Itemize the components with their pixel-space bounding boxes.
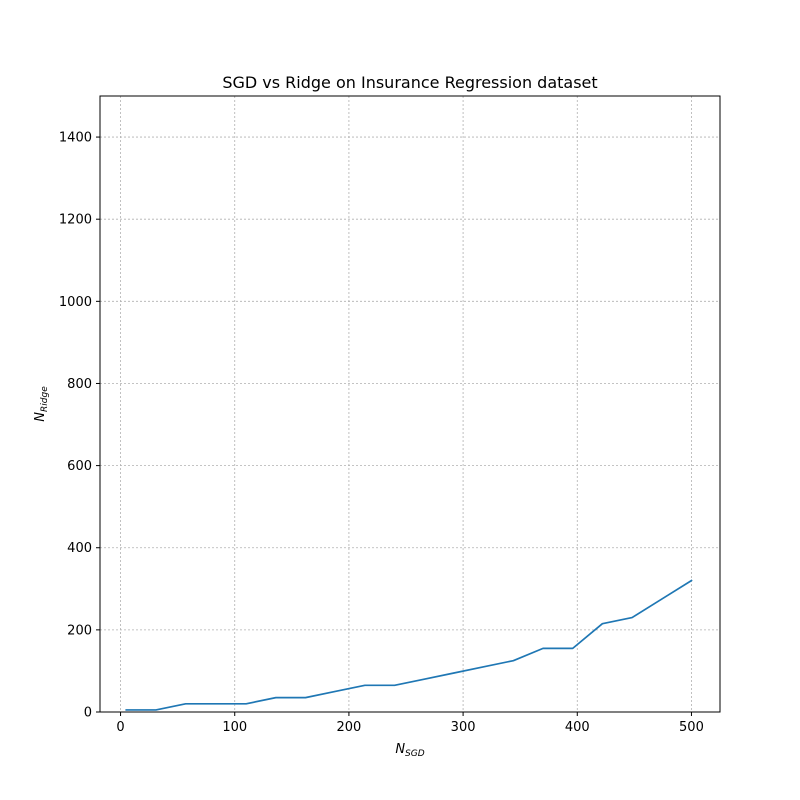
y-axis-label: NRidge xyxy=(33,386,50,422)
y-axis-label-sub: Ridge xyxy=(40,386,50,412)
x-axis-label-base: N xyxy=(395,742,405,757)
y-tick-label: 800 xyxy=(67,377,92,392)
plot-area xyxy=(100,96,720,712)
x-tick-label: 500 xyxy=(679,720,704,735)
series-line xyxy=(125,579,693,711)
y-tick-label: 200 xyxy=(67,623,92,638)
y-tick-label: 400 xyxy=(67,541,92,556)
y-axis-label-base: N xyxy=(33,412,48,422)
x-axis-ticks: 0 100 200 300 400 500 xyxy=(116,712,704,735)
x-tick-label: 400 xyxy=(565,720,590,735)
y-tick-label: 1200 xyxy=(59,213,92,228)
grid xyxy=(100,96,720,713)
y-tick-label: 1400 xyxy=(59,131,92,146)
series-lines xyxy=(125,579,693,711)
chart-title: SGD vs Ridge on Insurance Regression dat… xyxy=(222,73,597,92)
x-tick-label: 200 xyxy=(336,720,361,735)
y-tick-label: 0 xyxy=(84,706,92,721)
y-tick-label: 600 xyxy=(67,459,92,474)
plot-frame xyxy=(99,95,721,713)
x-axis-label: NSGD xyxy=(395,742,424,759)
y-axis-ticks: 0 200 400 600 800 1000 1200 1400 xyxy=(59,131,100,721)
x-tick-label: 0 xyxy=(116,720,124,735)
x-tick-label: 300 xyxy=(451,720,476,735)
x-axis-label-sub: SGD xyxy=(405,749,425,759)
y-tick-label: 1000 xyxy=(59,295,92,310)
x-tick-label: 100 xyxy=(222,720,247,735)
